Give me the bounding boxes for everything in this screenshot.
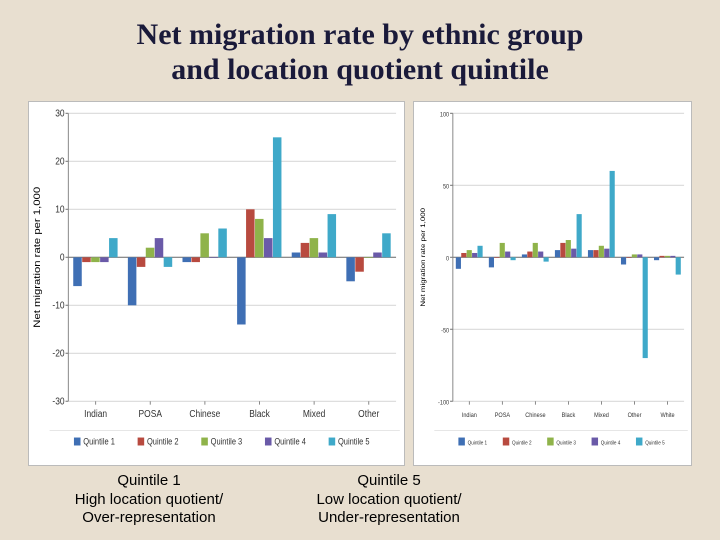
caption-right-l2: Low location quotient/	[316, 491, 461, 508]
svg-text:-20: -20	[52, 348, 64, 359]
svg-text:Quintile 5: Quintile 5	[645, 440, 665, 447]
svg-text:Black: Black	[249, 408, 270, 419]
svg-text:-100: -100	[438, 399, 450, 407]
svg-text:Mixed: Mixed	[594, 412, 609, 420]
svg-text:Quintile 4: Quintile 4	[600, 440, 620, 447]
title-line-1: Net migration rate by ethnic group	[137, 18, 584, 51]
svg-text:50: 50	[443, 183, 450, 191]
svg-text:10: 10	[55, 204, 64, 215]
charts-row: -30-20-100102030Net migration rate per 1…	[28, 101, 692, 466]
caption-left-l3: Over-representation	[82, 509, 215, 526]
svg-text:0: 0	[446, 255, 450, 263]
svg-text:-50: -50	[441, 327, 449, 335]
svg-text:Quintile 2: Quintile 2	[512, 440, 532, 447]
svg-text:Quintile 4: Quintile 4	[274, 436, 306, 447]
svg-text:Quintile 3: Quintile 3	[556, 440, 576, 447]
svg-text:Other: Other	[358, 408, 379, 419]
svg-text:Quintile 1: Quintile 1	[467, 440, 487, 447]
caption-right-l3: Under-representation	[318, 509, 460, 526]
caption-left-l2: High location quotient/	[75, 491, 223, 508]
caption-quintile-1: Quintile 1 High location quotient/ Over-…	[44, 472, 254, 528]
svg-text:Mixed: Mixed	[303, 408, 325, 419]
slide-title: Net migration rate by ethnic group and l…	[28, 18, 692, 87]
svg-text:Black: Black	[561, 412, 575, 420]
captions-row: Quintile 1 High location quotient/ Over-…	[28, 472, 692, 528]
left-chart: -30 -20 -10 0 10 20 30 Net migration rate per 1…	[29, 102, 404, 465]
svg-text:Other: Other	[627, 412, 641, 420]
caption-left-l1: Quintile 1	[117, 472, 180, 489]
caption-right-l1: Quintile 5	[357, 472, 420, 489]
title-line-2: and location quotient quintile	[171, 53, 549, 86]
svg-text:30: 30	[55, 108, 64, 119]
slide: Net migration rate by ethnic group and l…	[0, 0, 720, 540]
svg-text:0: 0	[60, 252, 65, 263]
svg-text:Indian: Indian	[461, 412, 477, 420]
svg-text:100: 100	[439, 111, 449, 119]
svg-text:Chinese: Chinese	[189, 408, 220, 419]
svg-text:Quintile 3: Quintile 3	[211, 436, 243, 447]
svg-text:Chinese: Chinese	[525, 412, 546, 420]
svg-text:Net migration rate per 1,000: Net migration rate per 1,000	[418, 208, 426, 307]
left-chart-panel: -30 -20 -10 0 10 20 30 Net migration rate per 1…	[28, 101, 405, 466]
right-chart-panel: -100 -50 0 50 100 Net migration rate per 1,00…	[413, 101, 692, 466]
svg-text:POSA: POSA	[494, 412, 510, 420]
svg-text:20: 20	[55, 156, 64, 167]
caption-quintile-5: Quintile 5 Low location quotient/ Under-…	[284, 472, 494, 528]
svg-text:-30: -30	[52, 396, 64, 407]
svg-text:-10: -10	[52, 300, 64, 311]
svg-text:Indian: Indian	[84, 408, 107, 419]
svg-text:POSA: POSA	[139, 408, 163, 419]
svg-text:Net migration rate per 1,000: Net migration rate per 1,000	[33, 187, 43, 328]
svg-text:Quintile 5: Quintile 5	[338, 436, 370, 447]
svg-text:Quintile 2: Quintile 2	[147, 436, 179, 447]
svg-text:White: White	[660, 412, 675, 420]
right-chart: -100 -50 0 50 100 Net migration rate per 1,00…	[414, 102, 691, 465]
svg-text:Quintile 1: Quintile 1	[83, 436, 115, 447]
